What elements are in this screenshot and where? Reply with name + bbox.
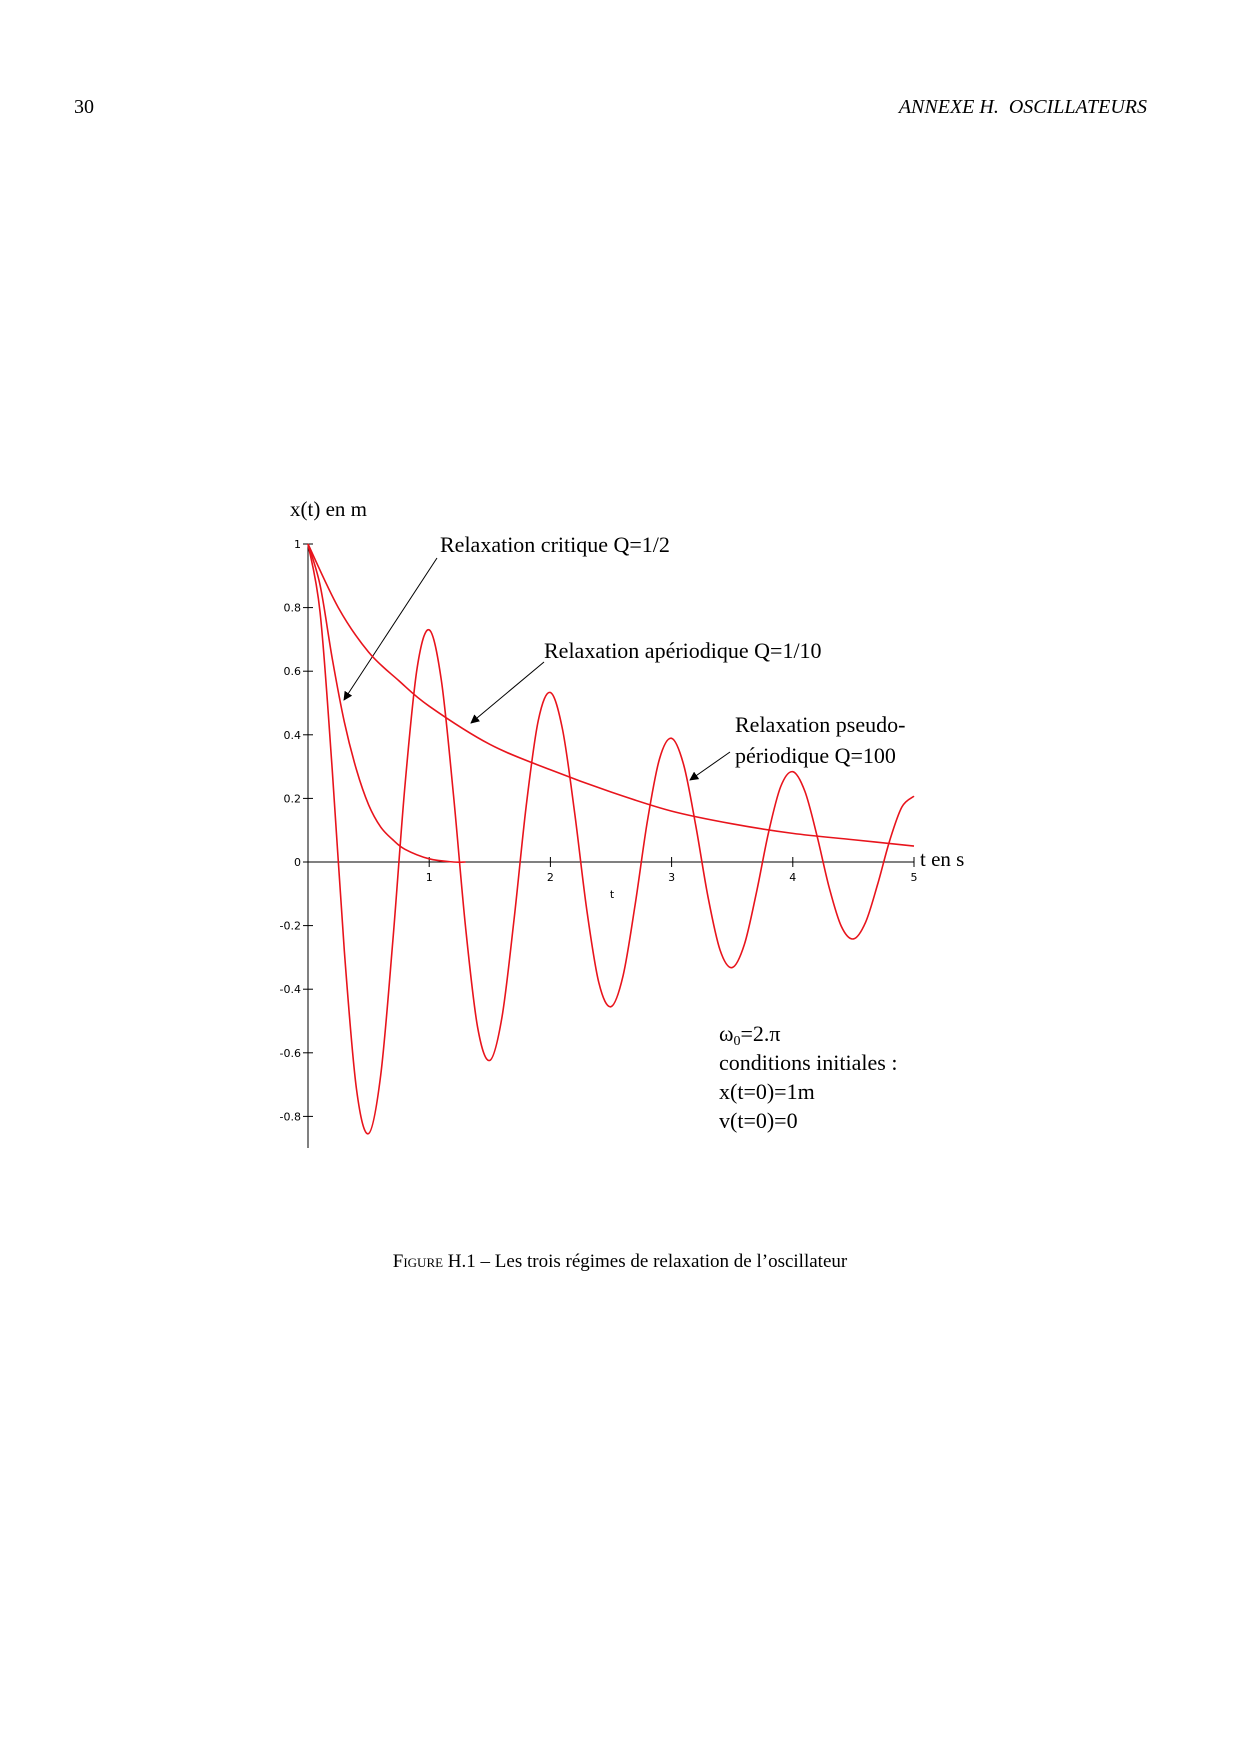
y-tick-label: 1 [294, 538, 301, 551]
x-tick-label: 3 [668, 871, 675, 884]
x-tick-label: 1 [426, 871, 433, 884]
running-title: ANNEXE H. OSCILLATEURS [897, 96, 1147, 118]
y-tick-label: 0.8 [284, 602, 302, 615]
arrow [343, 557, 438, 701]
y-tick-label: -0.6 [280, 1047, 301, 1060]
caption-label: Figure H.1 [393, 1251, 476, 1272]
note-part: =2.π [740, 1021, 780, 1046]
arrow [470, 661, 545, 724]
arrow [689, 751, 731, 781]
page-number: 30 [74, 96, 94, 118]
y-tick-label: -0.8 [280, 1110, 301, 1123]
curve [307, 543, 466, 864]
y-tick-label: 0.2 [284, 792, 302, 805]
caption-text: – Les trois régimes de relaxation de l’o… [480, 1251, 848, 1272]
x-axis-name: t [610, 888, 615, 901]
note: ω0=2.π [719, 1021, 781, 1049]
annotation: Relaxation pseudo- [735, 712, 905, 737]
y-axis-label: x(t) en m [290, 497, 367, 521]
note: v(t=0)=0 [719, 1108, 798, 1133]
note-part: 0 [733, 1034, 740, 1049]
note-part: ω [719, 1021, 733, 1046]
y-tick-label: 0.4 [284, 729, 302, 742]
curve [307, 543, 915, 847]
y-tick-label: -0.2 [280, 920, 301, 933]
y-tick-label: 0 [294, 856, 301, 869]
caption: Figure H.1 – Les trois régimes de relaxa… [393, 1251, 848, 1272]
x-tick-label: 5 [911, 871, 918, 884]
annotation: périodique Q=100 [735, 743, 896, 768]
annotation: Relaxation apériodique Q=1/10 [544, 638, 822, 663]
note: conditions initiales : [719, 1050, 897, 1075]
y-tick-label: -0.4 [280, 983, 301, 996]
figure: x(t) en m t en s t Relaxation critique Q… [280, 497, 964, 1148]
curve [307, 543, 915, 1135]
x-tick-label: 4 [789, 871, 796, 884]
x-axis-label: t en s [920, 847, 964, 871]
annotation: Relaxation critique Q=1/2 [440, 532, 670, 557]
x-tick-label: 2 [547, 871, 554, 884]
note: x(t=0)=1m [719, 1079, 815, 1104]
y-tick-label: 0.6 [284, 665, 302, 678]
